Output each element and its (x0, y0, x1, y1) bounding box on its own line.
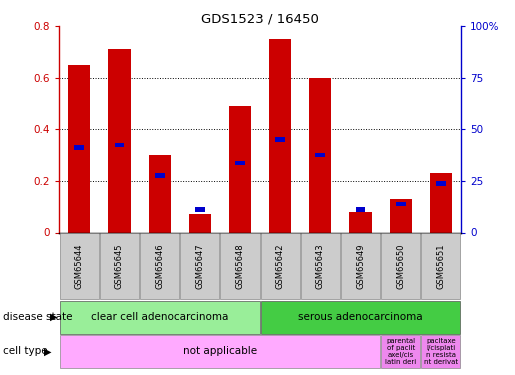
Bar (436, 181, 446, 186)
Bar (189, 214, 211, 232)
Text: GSM65645: GSM65645 (115, 243, 124, 289)
Text: cell type: cell type (3, 346, 47, 356)
Text: GSM65646: GSM65646 (155, 243, 164, 289)
Bar (390, 199, 411, 232)
Text: GSM65651: GSM65651 (436, 243, 445, 289)
Bar (149, 155, 170, 232)
Bar (430, 173, 452, 232)
Bar (195, 207, 205, 212)
Bar (275, 137, 285, 142)
Bar (355, 207, 366, 212)
Title: GDS1523 / 16450: GDS1523 / 16450 (201, 12, 319, 25)
Bar (310, 78, 331, 232)
Text: GSM65649: GSM65649 (356, 243, 365, 289)
Text: disease state: disease state (3, 312, 72, 322)
Text: GSM65648: GSM65648 (235, 243, 245, 289)
Text: GSM65642: GSM65642 (276, 243, 285, 289)
Bar (68, 65, 90, 232)
Text: serous adenocarcinoma: serous adenocarcinoma (298, 312, 423, 322)
Text: clear cell adenocarcinoma: clear cell adenocarcinoma (91, 312, 228, 322)
Bar (109, 50, 130, 232)
Bar (74, 145, 84, 150)
Bar (114, 142, 125, 147)
Text: GSM65643: GSM65643 (316, 243, 325, 289)
Text: pacltaxe
l/cisplati
n resista
nt derivat: pacltaxe l/cisplati n resista nt derivat (424, 338, 458, 365)
Text: ▶: ▶ (50, 312, 58, 322)
Bar (154, 174, 165, 178)
Text: ▶: ▶ (44, 346, 51, 356)
Text: GSM65647: GSM65647 (195, 243, 204, 289)
Bar (396, 202, 406, 207)
Text: not applicable: not applicable (183, 346, 257, 356)
Bar (350, 212, 371, 232)
Bar (315, 153, 325, 158)
Bar (235, 160, 245, 165)
Text: parental
of paclit
axel/cis
latin deri: parental of paclit axel/cis latin deri (385, 338, 416, 365)
Text: GSM65650: GSM65650 (396, 243, 405, 289)
Text: GSM65644: GSM65644 (75, 243, 84, 289)
Bar (229, 106, 251, 232)
Bar (269, 39, 291, 232)
